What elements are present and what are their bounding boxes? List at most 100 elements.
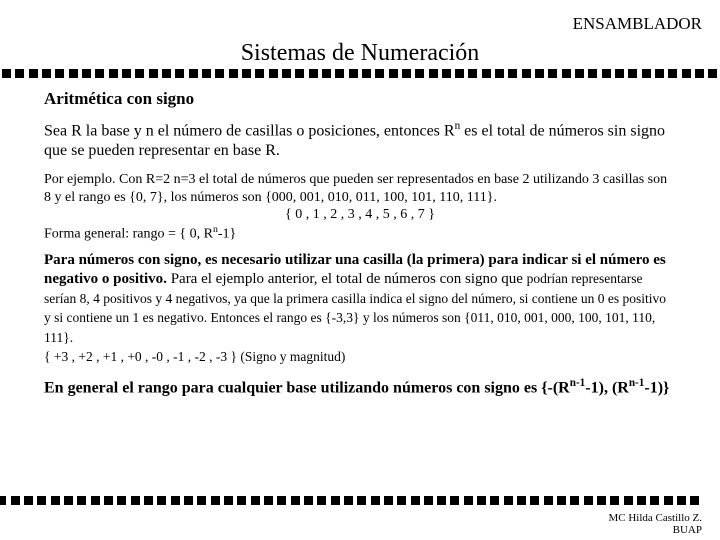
square-icon [357, 496, 366, 505]
square-icon [610, 496, 619, 505]
paragraph-signed: Para números con signo, es necesario uti… [44, 251, 676, 366]
square-icon [135, 69, 144, 78]
square-icon [224, 496, 233, 505]
square-icon [668, 69, 677, 78]
square-icon [508, 69, 517, 78]
square-icon [109, 69, 118, 78]
square-icon [331, 496, 340, 505]
square-icon [269, 69, 278, 78]
square-icon [29, 69, 38, 78]
square-icon [682, 69, 691, 78]
square-icon [464, 496, 473, 505]
square-icon [495, 69, 504, 78]
square-icon [490, 496, 499, 505]
superscript: n-1 [570, 377, 586, 389]
square-icon [162, 69, 171, 78]
square-icon [535, 69, 544, 78]
text: En general el rango para cualquier base … [44, 379, 570, 396]
square-icon [95, 69, 104, 78]
square-icon [251, 496, 260, 505]
paragraph-general: En general el rango para cualquier base … [44, 376, 676, 398]
square-icon [615, 69, 624, 78]
text: -1} [218, 226, 236, 241]
square-icon [55, 69, 64, 78]
square-icon [197, 496, 206, 505]
square-icon [184, 496, 193, 505]
square-icon [304, 496, 313, 505]
square-icon [51, 496, 60, 505]
footer-org: BUAP [609, 524, 703, 536]
square-icon [597, 496, 606, 505]
square-icon [384, 496, 393, 505]
square-icon [570, 496, 579, 505]
square-icon [517, 496, 526, 505]
square-icon [69, 69, 78, 78]
square-icon [637, 496, 646, 505]
square-icon [122, 69, 131, 78]
divider-squares-top [0, 67, 720, 79]
square-icon [211, 496, 220, 505]
square-icon [157, 496, 166, 505]
square-icon [117, 496, 126, 505]
square-icon [15, 69, 24, 78]
square-icon [149, 69, 158, 78]
square-icon [282, 69, 291, 78]
square-icon [277, 496, 286, 505]
square-icon [397, 496, 406, 505]
text: -1)} [644, 379, 669, 396]
square-icon [548, 69, 557, 78]
slide-page: ENSAMBLADOR Sistemas de Numeración Aritm… [0, 0, 720, 540]
square-icon [104, 496, 113, 505]
square-icon [411, 496, 420, 505]
text: Para el ejemplo anterior, el total de nú… [167, 271, 527, 287]
square-icon [468, 69, 477, 78]
square-icon [690, 496, 699, 505]
text: Forma general: rango = { 0, R [44, 226, 213, 241]
square-icon [677, 496, 686, 505]
square-icon [695, 69, 704, 78]
square-icon [602, 69, 611, 78]
footer-author: MC Hilda Castillo Z. [609, 512, 703, 524]
square-icon [171, 496, 180, 505]
header-label: ENSAMBLADOR [18, 14, 702, 34]
example-values: { 0 , 1 , 2 , 3 , 4 , 5 , 6 , 7 } [44, 206, 676, 224]
square-icon [482, 69, 491, 78]
square-icon [242, 69, 251, 78]
text: -1), (R [585, 379, 629, 396]
square-icon [375, 69, 384, 78]
square-icon [344, 496, 353, 505]
square-icon [437, 496, 446, 505]
square-icon [530, 496, 539, 505]
square-icon [371, 496, 380, 505]
square-icon [655, 69, 664, 78]
square-icon [557, 496, 566, 505]
square-icon [237, 496, 246, 505]
square-icon [664, 496, 673, 505]
square-icon [624, 496, 633, 505]
square-icon [429, 69, 438, 78]
square-icon [424, 496, 433, 505]
square-icon [24, 496, 33, 505]
square-icon [362, 69, 371, 78]
square-icon [544, 496, 553, 505]
square-icon [628, 69, 637, 78]
square-icon [189, 69, 198, 78]
divider-squares-bottom [0, 494, 702, 506]
paragraph-intro: Sea R la base y n el número de casillas … [44, 119, 676, 161]
footer: MC Hilda Castillo Z. BUAP [609, 512, 703, 536]
small-text-line: { +3 , +2 , +1 , +0 , -0 , -1 , -2 , -3 … [44, 348, 676, 366]
square-icon [335, 69, 344, 78]
square-icon [522, 69, 531, 78]
square-icon [255, 69, 264, 78]
square-icon [477, 496, 486, 505]
square-icon [131, 496, 140, 505]
square-icon [584, 496, 593, 505]
square-icon [650, 496, 659, 505]
square-icon [642, 69, 651, 78]
subheading: Aritmética con signo [44, 89, 676, 109]
square-icon [442, 69, 451, 78]
text: Sea R la base y n el número de casillas … [44, 122, 455, 139]
square-icon [202, 69, 211, 78]
square-icon [309, 69, 318, 78]
square-icon [77, 496, 86, 505]
